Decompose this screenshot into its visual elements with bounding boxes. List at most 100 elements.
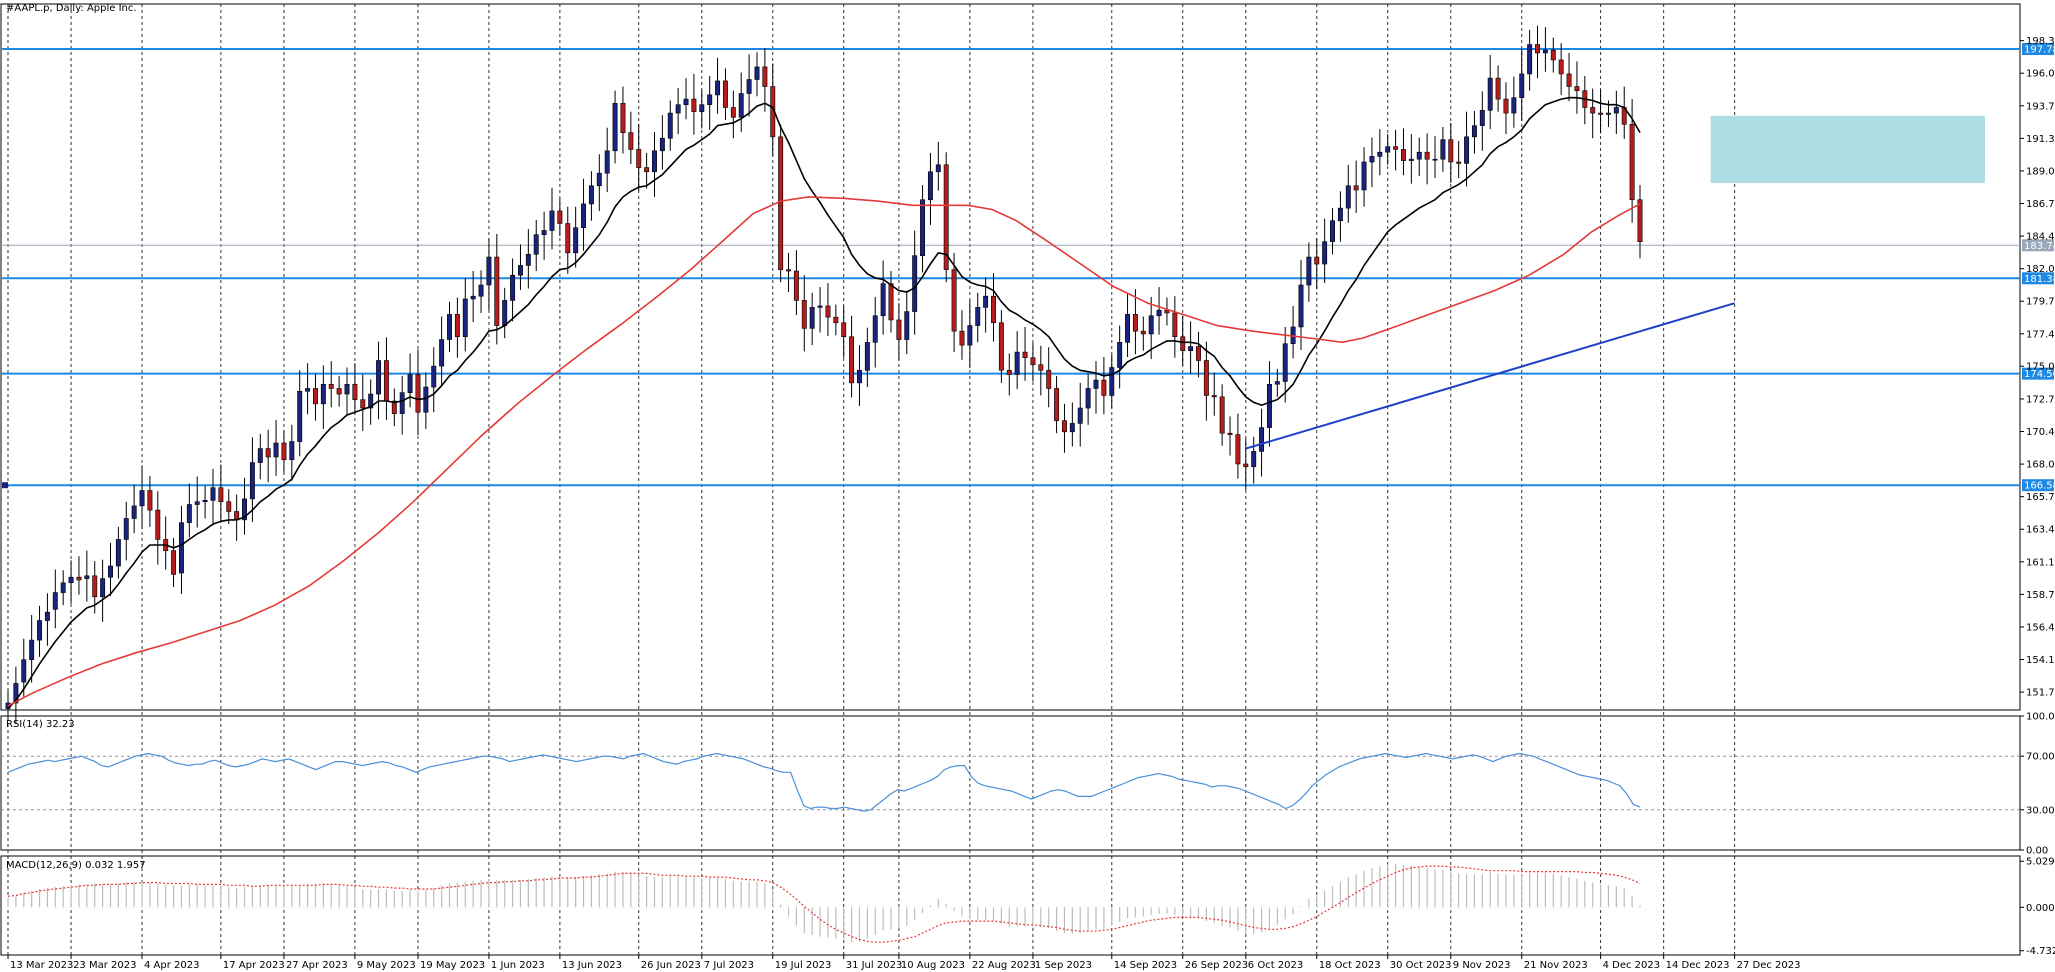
bullish-candle	[935, 164, 941, 173]
x-tick-label: 22 Aug 2023	[972, 960, 1036, 971]
bullish-candle	[1432, 158, 1438, 161]
x-tick-label: 26 Sep 2023	[1185, 960, 1248, 971]
bullish-candle	[194, 501, 200, 505]
bullish-candle	[738, 93, 744, 118]
bullish-candle	[439, 339, 445, 367]
bullish-candle	[510, 274, 516, 301]
bullish-candle	[1385, 146, 1391, 153]
bearish-candle	[1629, 123, 1635, 201]
bearish-candle	[1180, 336, 1186, 352]
x-tick-label: 13 Jun 2023	[562, 960, 622, 971]
bullish-candle	[1322, 241, 1328, 265]
bearish-candle	[1314, 256, 1320, 265]
y-tick-label: 191.39	[2026, 134, 2055, 145]
bearish-candle	[825, 305, 831, 318]
bullish-candle	[186, 504, 192, 523]
bearish-candle	[92, 575, 98, 598]
bullish-candle	[1440, 139, 1446, 160]
y-tick-label: 172.75	[2026, 394, 2055, 405]
bullish-candle	[533, 234, 539, 255]
bearish-candle	[1495, 77, 1501, 100]
bearish-candle	[896, 319, 902, 340]
y-tick-label: 186.73	[2026, 199, 2055, 210]
bullish-candle	[1471, 125, 1477, 138]
bullish-candle	[368, 393, 374, 409]
x-tick-label: 17 Apr 2023	[223, 960, 285, 971]
bullish-candle	[675, 104, 681, 114]
bullish-candle	[178, 522, 184, 574]
y-tick-label: 158.77	[2026, 590, 2055, 601]
bullish-candle	[1266, 383, 1272, 428]
panel-frame	[0, 855, 2021, 956]
bearish-candle	[494, 256, 500, 326]
bearish-candle	[218, 487, 224, 503]
rsi-y-tick-label: 30.00	[2026, 805, 2055, 816]
bullish-candle	[1259, 427, 1265, 452]
x-tick-label: 10 Aug 2023	[901, 960, 965, 971]
bullish-candle	[242, 498, 247, 521]
bearish-candle	[1132, 314, 1138, 332]
bearish-candle	[691, 98, 697, 112]
bearish-candle	[801, 300, 807, 329]
bullish-candle	[1416, 151, 1422, 160]
bearish-candle	[1590, 107, 1596, 114]
x-tick-label: 4 Apr 2023	[144, 960, 199, 971]
bullish-candle	[1282, 343, 1288, 382]
bearish-candle	[1211, 395, 1217, 398]
bullish-candle	[37, 620, 43, 641]
rsi-y-tick-label: 70.00	[2026, 752, 2055, 763]
bearish-candle	[1558, 59, 1564, 75]
bearish-candle	[565, 223, 571, 254]
bearish-candle	[943, 164, 949, 270]
bullish-candle	[983, 295, 989, 308]
x-tick-label: 14 Sep 2023	[1114, 960, 1177, 971]
bearish-candle	[833, 316, 839, 324]
bearish-candle	[415, 374, 421, 413]
x-tick-label: 7 Jul 2023	[704, 960, 754, 971]
x-tick-label: 9 May 2023	[357, 960, 416, 971]
y-tick-label: 184.40	[2026, 232, 2055, 243]
bearish-candle	[1550, 49, 1556, 61]
macd-y-tick-label: -4.732	[2026, 946, 2055, 957]
bullish-candle	[399, 392, 405, 414]
bearish-candle	[1061, 420, 1067, 433]
bullish-candle	[1487, 77, 1493, 111]
bearish-candle	[1574, 86, 1580, 91]
bearish-candle	[352, 383, 358, 400]
bearish-candle	[722, 80, 728, 108]
bullish-candle	[1527, 44, 1533, 75]
bullish-candle	[470, 295, 476, 300]
y-tick-label: 193.72	[2026, 101, 2055, 112]
bullish-candle	[297, 390, 303, 442]
bullish-candle	[1306, 256, 1312, 286]
level-price-label: 181.38	[2024, 274, 2055, 285]
bearish-candle	[951, 269, 957, 332]
x-tick-label: 4 Dec 2023	[1603, 960, 1661, 971]
bullish-candle	[202, 500, 208, 503]
level-price-tag	[2022, 367, 2054, 380]
bullish-candle	[652, 150, 657, 173]
panel-frame	[0, 715, 2021, 851]
bearish-candle	[644, 167, 650, 173]
bullish-candle	[21, 659, 27, 683]
bearish-candle	[1401, 149, 1406, 161]
bullish-candle	[927, 171, 933, 201]
bullish-candle	[1077, 407, 1083, 424]
bullish-candle	[549, 210, 555, 231]
bullish-candle	[84, 575, 90, 579]
bullish-candle	[1345, 185, 1351, 209]
x-tick-label: 19 Jul 2023	[775, 960, 832, 971]
bullish-candle	[525, 253, 531, 266]
bearish-candle	[281, 442, 287, 461]
bearish-candle	[1243, 463, 1249, 468]
bullish-candle	[541, 230, 547, 235]
level-price-label: 174.56	[2024, 369, 2055, 380]
rsi-y-tick-label: 100.00	[2026, 712, 2055, 723]
hline-layer: 197.78 181.38 174.56 166.58 183.74	[1, 43, 2055, 492]
bullish-candle	[1093, 379, 1099, 389]
bullish-candle	[1117, 342, 1123, 368]
bearish-candle	[383, 360, 389, 402]
bullish-candle	[131, 505, 137, 519]
level-price-tag	[2022, 43, 2054, 56]
